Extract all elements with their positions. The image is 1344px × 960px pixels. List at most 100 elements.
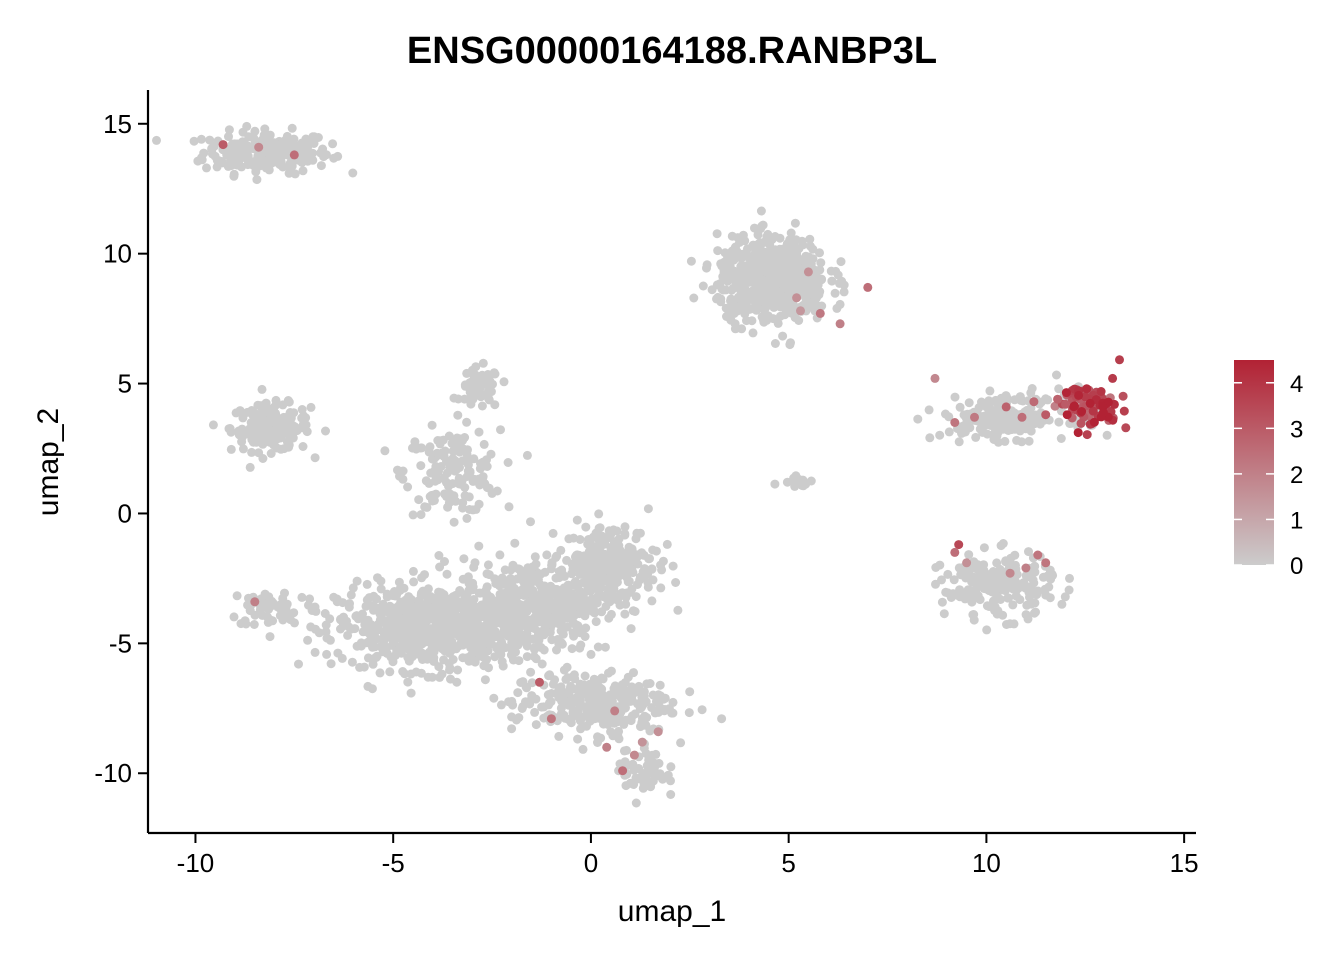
cell-point [983,414,993,423]
cell-point [231,408,241,418]
cell-point [1012,435,1022,445]
cell-point [651,749,661,759]
cell-point [496,600,506,610]
expressing-cell-point [289,150,299,160]
cell-point [972,560,982,570]
cell-point [605,690,615,700]
cell-point [398,466,408,476]
cell-point [580,559,590,568]
cell-point [1011,591,1021,601]
cell-point [523,617,533,627]
cell-point [617,680,627,690]
cell-point [245,462,255,472]
cell-point [623,696,633,706]
cell-point [469,607,479,617]
cell-point [432,627,442,637]
cell-point [474,643,484,653]
cell-point [508,655,518,665]
cell-point [482,596,492,606]
cell-point [494,648,504,658]
cell-point [407,607,416,617]
cell-point [474,427,484,437]
expressing-cell-point [796,306,805,316]
cell-point [478,358,488,368]
cell-point [296,140,306,150]
cell-point [982,601,992,611]
cell-point [477,370,487,380]
cell-point [436,635,446,645]
expressing-cell-point [1121,423,1131,433]
cell-point [499,616,509,626]
cell-point [527,691,537,701]
cell-point [780,262,790,272]
cell-point [483,560,493,570]
cell-point [590,550,600,560]
scatter-points [152,121,1115,808]
cell-point [630,607,640,616]
cell-point [498,575,508,585]
cell-point [559,665,569,675]
cell-point [517,704,527,713]
cell-point [568,564,578,574]
cell-point [394,577,404,587]
cell-point [407,652,417,662]
cell-point [634,681,644,691]
cell-point [152,135,161,145]
cell-point [831,266,841,276]
cell-point [712,294,721,304]
cell-point [530,645,539,654]
cell-point [258,599,268,608]
cell-point [284,163,294,173]
expressing-cell-point [1074,390,1084,400]
cell-point [316,161,326,171]
cell-point [925,433,935,443]
x-tick-label: 0 [584,848,598,878]
cell-point [619,758,629,768]
cell-point [598,592,607,601]
cell-point [448,655,458,664]
cell-point [290,169,300,179]
cell-point [835,278,844,288]
cell-point [477,401,487,411]
cell-point [460,491,470,501]
cell-point [591,617,601,627]
cell-point [522,641,532,651]
axes: -10 -5 0 5 10 15 -10 -5 0 5 10 15 [94,90,1199,878]
cell-point [738,230,748,240]
cell-point [913,414,923,424]
expressing-cell-point [803,267,813,277]
cell-point [935,430,945,440]
legend-tick-label: 0 [1290,553,1303,580]
cell-point [647,596,657,606]
cell-point [586,649,596,659]
cell-point [547,635,557,645]
cell-point [202,163,211,173]
cell-point [474,378,484,388]
cell-point [458,456,467,466]
cell-point [476,631,486,641]
cell-point [576,716,585,726]
cell-point [370,642,380,652]
expressing-cell-point [954,540,964,550]
cell-point [388,657,398,667]
expressing-points [218,140,1131,776]
cell-point [1026,571,1036,581]
cell-point [264,432,274,442]
y-tick-label: -10 [94,758,132,788]
cell-point [396,648,406,658]
cell-point [971,432,981,442]
cell-point [411,667,421,677]
cell-point [249,620,259,629]
cell-point [549,613,559,623]
cell-point [508,643,518,653]
expressing-cell-point [546,714,556,724]
cell-point [596,557,606,567]
cell-point [740,275,750,285]
cell-point [252,175,262,185]
cell-point [463,572,473,582]
cell-point [595,542,605,552]
cell-point [425,492,435,502]
y-tick-label: 0 [118,498,132,528]
cell-point [229,171,239,181]
cell-point [799,276,809,286]
